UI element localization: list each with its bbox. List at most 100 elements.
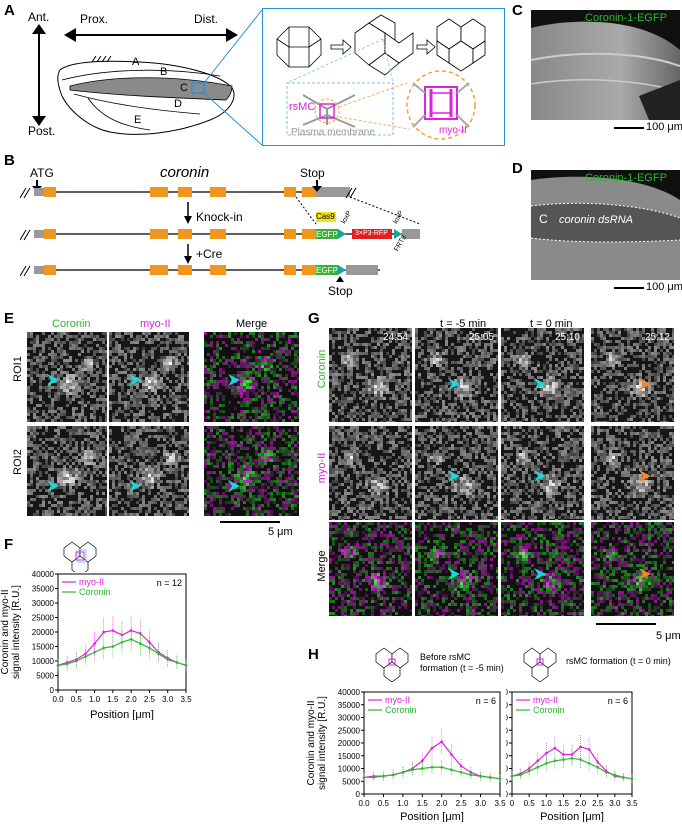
x-tick-label: 3.0 xyxy=(609,799,621,808)
y-tick-label: 40000 xyxy=(32,570,55,579)
y-axis-label: Coronin and myo-II xyxy=(0,589,11,674)
g-tile-r2-c4 xyxy=(591,426,674,520)
e-tile-r1-c2 xyxy=(109,332,189,422)
egfp-label-2: EGFP xyxy=(316,266,338,275)
e-tile-r2-c1 xyxy=(27,426,107,516)
x-tick-label: 2.0 xyxy=(126,695,138,704)
panel-label-c: C xyxy=(512,2,523,19)
x-tick-label: 2.0 xyxy=(575,799,587,808)
data-point xyxy=(372,776,375,779)
g-tile-r2-c2 xyxy=(415,426,498,520)
panel-c-wing-image: Coronin-1-EGFP xyxy=(531,10,680,120)
y-tick-label: 15000 xyxy=(338,752,361,761)
data-point xyxy=(382,775,385,778)
data-point xyxy=(139,642,142,645)
egfp-label-1: EGFP xyxy=(316,230,338,239)
data-point xyxy=(554,747,557,750)
chart-svg: 0500010000150002000025000300003500040000… xyxy=(0,568,198,720)
region-d: D xyxy=(174,98,182,110)
stop2-label: Stop xyxy=(328,284,353,298)
data-point xyxy=(402,771,405,774)
data-point xyxy=(166,658,169,661)
f-cell-icon xyxy=(56,538,100,572)
data-point xyxy=(571,757,574,760)
y-tick-label: 0 xyxy=(50,686,55,695)
panel-d-wing-image: Coronin-1-EGFP C coronin dsRNA xyxy=(531,170,680,280)
cell-schematic-box: rsMC Plasma membrane myo-II xyxy=(262,8,505,146)
data-point xyxy=(440,740,443,743)
g-tile-r1-c3: 25:10 xyxy=(501,328,584,422)
y-tick-label: 5000 xyxy=(36,672,54,681)
data-point xyxy=(102,631,105,634)
data-point xyxy=(614,774,617,777)
data-point xyxy=(545,762,548,765)
chart-svg: 0500010000150002000025000300003500040000… xyxy=(306,686,506,822)
y-tick-label: 25000 xyxy=(338,726,361,735)
e-col-merge: Merge xyxy=(236,318,267,330)
e-row-roi1: ROI1 xyxy=(12,349,24,389)
panel-label-d: D xyxy=(512,160,523,177)
y-tick-label: 35000 xyxy=(506,701,509,710)
cas9-label: Cas9 xyxy=(316,212,335,221)
data-point xyxy=(499,777,502,780)
wing-schematic xyxy=(0,0,262,150)
data-point xyxy=(631,777,634,780)
panel-label-b: B xyxy=(4,152,15,169)
g-tile-r3-c2 xyxy=(415,522,498,616)
g-tile-r3-c1 xyxy=(329,522,412,616)
legend-label: myo-II xyxy=(79,577,104,587)
data-point xyxy=(528,770,531,773)
x-tick-label: 3.5 xyxy=(626,799,638,808)
panel-c-title: Coronin-1-EGFP xyxy=(585,12,667,24)
panel-d-title: Coronin-1-EGFP xyxy=(585,172,667,184)
x-tick-label: 2.5 xyxy=(456,799,468,808)
data-point xyxy=(588,762,591,765)
data-point xyxy=(66,663,69,666)
x-tick-label: 1.5 xyxy=(558,799,570,808)
data-point xyxy=(489,776,492,779)
x-tick-label: 1.0 xyxy=(89,695,101,704)
g-row-merge: Merge xyxy=(316,546,328,586)
plot-frame xyxy=(512,692,632,794)
x-tick-label: 0.0 xyxy=(52,695,64,704)
x-tick-label: 3.5 xyxy=(494,799,506,808)
e-col-myo: myo-II xyxy=(140,318,171,330)
data-point xyxy=(392,774,395,777)
x-tick-label: 2.5 xyxy=(592,799,604,808)
x-tick-label: 3.0 xyxy=(162,695,174,704)
g-tile-r1-c2: 25:05 xyxy=(415,328,498,422)
data-point xyxy=(411,768,414,771)
data-point xyxy=(554,760,557,763)
panel-d-rnai-label: coronin dsRNA xyxy=(559,214,633,226)
y-tick-label: 40000 xyxy=(338,688,361,697)
data-point xyxy=(562,758,565,761)
y-tick-label: 15000 xyxy=(506,752,509,761)
y-tick-label: 15000 xyxy=(32,643,55,652)
g-scale-text: 5 μm xyxy=(656,630,681,642)
data-point xyxy=(130,638,133,641)
x-tick-label: 1.0 xyxy=(541,799,553,808)
panel-d-scale-text: 100 μm xyxy=(646,281,682,293)
x-tick-label: 1.0 xyxy=(397,799,409,808)
y-tick-label: 5000 xyxy=(342,777,360,786)
y-axis-label: signal intensity [R.U.] xyxy=(317,696,328,790)
y-tick-label: 0 xyxy=(356,790,361,799)
data-point xyxy=(431,747,434,750)
cassette-label: 3×P3-RFP xyxy=(355,230,388,237)
panel-label-g: G xyxy=(308,310,320,327)
y-tick-label: 25000 xyxy=(506,726,509,735)
region-e: E xyxy=(134,114,141,126)
data-point xyxy=(460,765,463,768)
y-tick-label: 20000 xyxy=(338,739,361,748)
x-tick-label: 2.5 xyxy=(144,695,156,704)
data-point xyxy=(84,655,87,658)
data-point xyxy=(596,766,599,769)
legend-label: Coronin xyxy=(385,705,417,715)
x-tick-label: 0.0 xyxy=(358,799,370,808)
data-point xyxy=(511,775,514,778)
g-row-myo: myo-II xyxy=(316,448,328,488)
y-tick-label: 5000 xyxy=(506,777,509,786)
g-tile-r1-c1: 24:54 xyxy=(329,328,412,422)
region-c: C xyxy=(180,82,188,94)
data-point xyxy=(450,768,453,771)
